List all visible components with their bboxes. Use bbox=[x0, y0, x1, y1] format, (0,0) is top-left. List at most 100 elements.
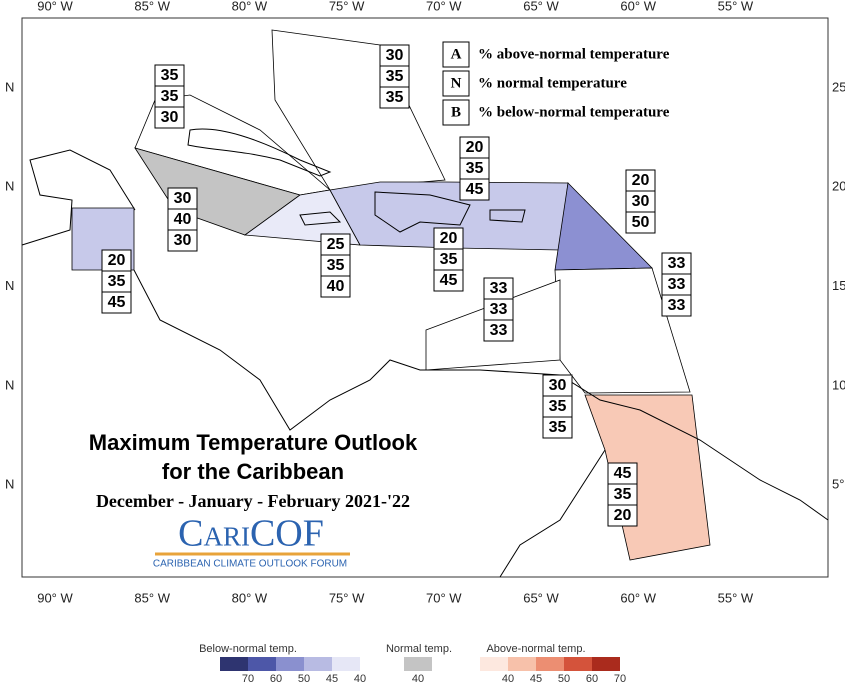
lon-label-top: 75° W bbox=[329, 0, 365, 13]
legend-title: Below-normal temp. bbox=[199, 643, 297, 655]
title-line1: Maximum Temperature Outlook bbox=[89, 430, 418, 455]
lon-label-bottom: 55° W bbox=[718, 590, 754, 605]
region-cell bbox=[379, 86, 410, 109]
legend-tick: 45 bbox=[530, 673, 542, 684]
legend-title: Normal temp. bbox=[386, 643, 452, 655]
lon-label-top: 80° W bbox=[232, 0, 268, 13]
region-value: 30 bbox=[632, 193, 650, 210]
legend-swatch bbox=[332, 657, 360, 671]
legend-tick: 50 bbox=[298, 673, 310, 684]
region-value: 35 bbox=[614, 486, 632, 503]
lon-label-top: 85° W bbox=[134, 0, 170, 13]
regions bbox=[71, 29, 711, 561]
legend-swatch bbox=[404, 657, 432, 671]
lat-label-right: 15 bbox=[832, 278, 845, 293]
region-cell bbox=[483, 319, 514, 342]
title-line2: for the Caribbean bbox=[162, 459, 344, 484]
region-value: 35 bbox=[108, 273, 126, 290]
legend-swatch bbox=[276, 657, 304, 671]
region-cell bbox=[433, 269, 464, 292]
legend-swatch bbox=[480, 657, 508, 671]
region-cell bbox=[542, 416, 573, 439]
region-value: 35 bbox=[161, 67, 179, 84]
coast-mainland bbox=[21, 149, 829, 578]
lon-label-top: 55° W bbox=[718, 0, 754, 13]
coast-puerto-rico bbox=[489, 209, 526, 223]
lon-label-top: 70° W bbox=[426, 0, 462, 13]
region-value: 20 bbox=[632, 172, 650, 189]
region-value: 33 bbox=[668, 297, 686, 314]
region-cell bbox=[167, 229, 198, 252]
coast-jamaica bbox=[299, 211, 342, 226]
region-value: 35 bbox=[327, 257, 345, 274]
legend-tick: 45 bbox=[326, 673, 338, 684]
region-value: 30 bbox=[161, 109, 179, 126]
region-value: 20 bbox=[108, 252, 126, 269]
region-value: 30 bbox=[549, 377, 567, 394]
legend-swatch bbox=[220, 657, 248, 671]
lat-label-left: N bbox=[5, 377, 14, 392]
coast-cuba bbox=[187, 128, 332, 177]
legend-swatch bbox=[592, 657, 620, 671]
region-value: 33 bbox=[490, 301, 508, 318]
region-value: 35 bbox=[386, 89, 404, 106]
graticule-labels: 90° W 90° W 85° W 85° W 80° W 80° W 75° W 75° W… bbox=[5, 0, 845, 605]
lon-label-bottom: 65° W bbox=[523, 590, 559, 605]
region-cell bbox=[101, 291, 132, 314]
region-value: 45 bbox=[614, 465, 632, 482]
legend-tick: 70 bbox=[242, 673, 254, 684]
legend-swatch bbox=[564, 657, 592, 671]
region-value: 25 bbox=[327, 236, 345, 253]
lon-label-bottom: 90° W bbox=[37, 590, 73, 605]
key-text: % below-normal temperature bbox=[478, 104, 670, 120]
region-value: 30 bbox=[386, 47, 404, 64]
region-value: 40 bbox=[327, 278, 345, 295]
region-value: 20 bbox=[466, 139, 484, 156]
region-cell bbox=[459, 178, 490, 201]
region-value: 45 bbox=[466, 181, 484, 198]
region-value: 35 bbox=[466, 160, 484, 177]
region-value: 35 bbox=[386, 68, 404, 85]
legend-tick: 40 bbox=[354, 673, 366, 684]
region-cell bbox=[607, 504, 638, 527]
region-value: 35 bbox=[549, 398, 567, 415]
lon-label-top: 90° W bbox=[37, 0, 73, 13]
key-text: % above-normal temperature bbox=[478, 46, 670, 62]
region-value: 35 bbox=[549, 419, 567, 436]
legend-tick: 40 bbox=[412, 673, 424, 684]
region-value: 35 bbox=[161, 88, 179, 105]
lat-label-right: 25 bbox=[832, 79, 845, 94]
region-value: 45 bbox=[440, 272, 458, 289]
lon-label-bottom: 75° W bbox=[329, 590, 365, 605]
key-letter-box bbox=[442, 99, 470, 126]
logo-name: CariCOF bbox=[178, 513, 324, 555]
region-value: 20 bbox=[614, 507, 632, 524]
region-cell bbox=[320, 275, 351, 298]
key-letter: B bbox=[451, 104, 461, 120]
lon-label-bottom: 70° W bbox=[426, 590, 462, 605]
legend-swatch bbox=[508, 657, 536, 671]
legend-tick: 60 bbox=[270, 673, 282, 684]
lat-label-right: 5° bbox=[832, 477, 844, 492]
region-value: 30 bbox=[174, 232, 192, 249]
lon-label-top: 60° W bbox=[620, 0, 656, 13]
lon-label-top: 65° W bbox=[523, 0, 559, 13]
legend-title: Above-normal temp. bbox=[486, 643, 585, 655]
lat-label-left: N bbox=[5, 477, 14, 492]
region-guianas bbox=[584, 394, 711, 561]
legend-swatch bbox=[248, 657, 276, 671]
lon-label-bottom: 80° W bbox=[232, 590, 268, 605]
key: A % above-normal temperature N % normal tem… bbox=[442, 41, 670, 126]
key-letter: A bbox=[451, 46, 462, 62]
legend-tick: 60 bbox=[586, 673, 598, 684]
key-text: % normal temperature bbox=[478, 75, 627, 91]
key-letter-box bbox=[442, 70, 470, 97]
title-period: December - January - February 2021-'22 bbox=[96, 491, 410, 511]
coast-hispaniola bbox=[374, 191, 471, 233]
key-letter: N bbox=[451, 75, 462, 91]
lat-label-right: 20° bbox=[832, 179, 845, 194]
region-value: 50 bbox=[632, 214, 650, 231]
lon-label-bottom: 60° W bbox=[620, 590, 656, 605]
region-value: 33 bbox=[490, 322, 508, 339]
